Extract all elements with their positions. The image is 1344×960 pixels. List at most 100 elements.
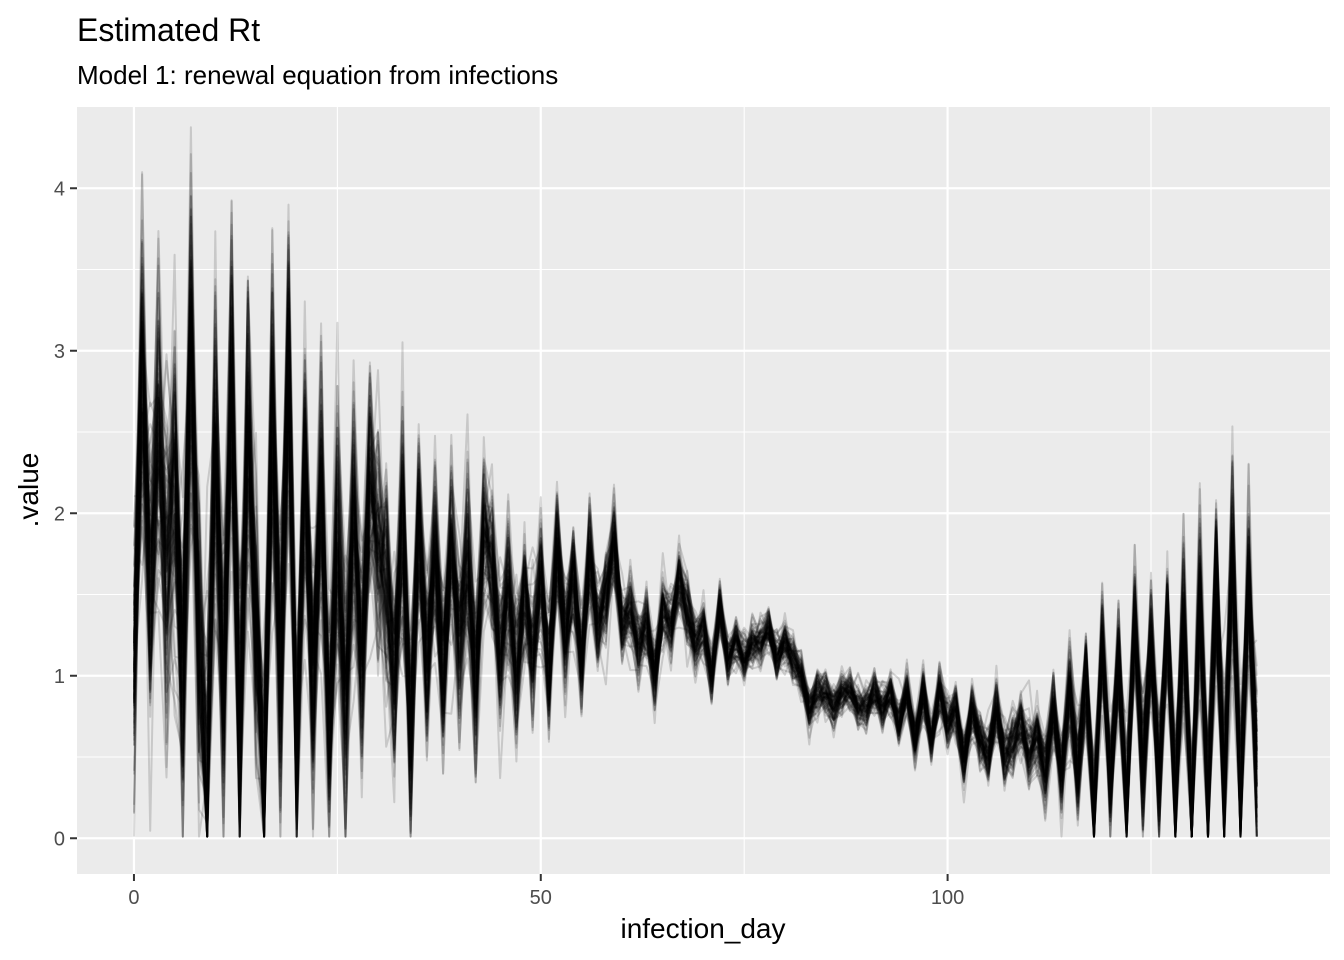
posterior-draw-line	[133, 291, 1258, 838]
posterior-draw-line	[133, 337, 1258, 838]
posterior-draw-line	[133, 199, 1258, 838]
posterior-draw-line	[133, 265, 1258, 838]
posterior-draw-line	[133, 281, 1258, 838]
posterior-draw-line	[133, 331, 1258, 838]
posterior-draws	[133, 126, 1258, 838]
posterior-draw-line	[133, 290, 1258, 838]
posterior-draw-line	[133, 305, 1258, 838]
posterior-draw-line	[133, 237, 1258, 838]
posterior-draw-line	[133, 267, 1258, 838]
posterior-draw-line	[133, 275, 1258, 838]
posterior-draw-line	[133, 324, 1258, 838]
posterior-draw-line	[133, 323, 1258, 838]
posterior-draw-line	[133, 264, 1258, 838]
posterior-draw-line	[133, 337, 1258, 838]
posterior-draw-line	[133, 236, 1258, 838]
posterior-draw-line	[133, 302, 1258, 838]
posterior-draw-line	[133, 285, 1258, 838]
posterior-draw-line	[133, 304, 1258, 838]
posterior-draw-line	[133, 297, 1258, 838]
posterior-draw-line	[133, 234, 1258, 838]
posterior-draw-line	[133, 323, 1258, 838]
posterior-draw-line	[133, 306, 1258, 838]
posterior-draw-line	[133, 172, 1258, 838]
plot-panel	[77, 107, 1330, 874]
y-tick-label: 2	[54, 503, 65, 525]
posterior-draw-line	[133, 234, 1258, 838]
chart-subtitle: Model 1: renewal equation from infection…	[77, 60, 558, 90]
posterior-draw-line	[133, 328, 1258, 838]
posterior-draw-line	[133, 248, 1258, 838]
posterior-draw-line	[133, 277, 1258, 838]
posterior-draw-line	[133, 291, 1258, 838]
posterior-draw-line	[133, 288, 1258, 838]
posterior-draw-line	[133, 258, 1258, 838]
posterior-draw-line	[133, 200, 1258, 838]
posterior-draw-line	[133, 126, 1258, 838]
x-tick-label: 50	[530, 887, 552, 909]
posterior-draw-line	[133, 323, 1258, 838]
posterior-draw-line	[133, 240, 1258, 838]
posterior-draw-line	[133, 267, 1258, 838]
posterior-draw-line	[133, 195, 1258, 838]
posterior-draw-line	[133, 335, 1258, 838]
posterior-draw-line	[133, 338, 1258, 838]
posterior-draw-line	[133, 320, 1258, 838]
posterior-draw-line	[133, 279, 1258, 838]
posterior-draw-line	[133, 325, 1258, 838]
posterior-draw-line	[133, 261, 1258, 838]
posterior-draw-line	[133, 340, 1258, 838]
posterior-draw-line	[133, 244, 1258, 838]
posterior-draw-line	[133, 279, 1258, 838]
posterior-draw-line	[133, 326, 1258, 838]
posterior-draw-line	[133, 259, 1258, 838]
posterior-draw-line	[133, 274, 1258, 838]
x-tick-label: 100	[931, 887, 964, 909]
y-tick-label: 0	[54, 828, 65, 850]
posterior-draw-line	[133, 288, 1258, 838]
posterior-draw-line	[133, 272, 1258, 838]
posterior-draw-line	[133, 334, 1258, 838]
posterior-draw-line	[133, 207, 1258, 838]
posterior-draw-line	[133, 323, 1258, 838]
posterior-draw-line	[133, 203, 1258, 838]
posterior-draw-line	[133, 230, 1258, 838]
posterior-draw-line	[133, 390, 1258, 838]
grid-minor	[77, 107, 1330, 874]
posterior-draw-line	[133, 331, 1258, 838]
posterior-draw-line	[133, 320, 1258, 838]
posterior-draw-line	[133, 294, 1258, 838]
posterior-draw-line	[133, 231, 1258, 838]
posterior-draw-line	[133, 171, 1258, 832]
posterior-draw-line	[133, 219, 1258, 838]
posterior-draw-line	[133, 209, 1258, 838]
posterior-draw-line	[133, 288, 1258, 838]
x-axis: 0 50 100	[128, 874, 964, 909]
y-axis: 0 1 2 3 4	[54, 178, 77, 850]
x-axis-title: infection_day	[620, 913, 785, 944]
posterior-draw-line	[133, 263, 1258, 838]
y-tick-label: 3	[54, 341, 65, 363]
posterior-draw-line	[133, 257, 1258, 838]
posterior-draw-line	[133, 315, 1258, 838]
posterior-draw-line	[133, 315, 1258, 838]
posterior-draw-line	[133, 215, 1258, 838]
posterior-draw-line	[133, 278, 1258, 838]
posterior-draw-line	[133, 230, 1258, 838]
y-tick-label: 4	[54, 178, 65, 200]
posterior-draw-line	[133, 332, 1258, 838]
posterior-draw-line	[133, 227, 1258, 838]
posterior-draw-line	[133, 291, 1258, 838]
x-tick-label: 0	[128, 887, 139, 909]
posterior-draw-line	[133, 288, 1258, 838]
posterior-draw-line	[133, 265, 1258, 838]
posterior-draw-line	[133, 311, 1258, 838]
posterior-draw-line	[133, 335, 1258, 838]
posterior-draw-line	[133, 263, 1258, 838]
posterior-draw-line	[133, 215, 1258, 838]
grid-major	[77, 107, 1330, 874]
posterior-draw-line	[133, 223, 1258, 838]
posterior-draw-line	[133, 260, 1258, 838]
posterior-draw-line	[133, 296, 1258, 838]
posterior-draw-line	[133, 291, 1258, 838]
